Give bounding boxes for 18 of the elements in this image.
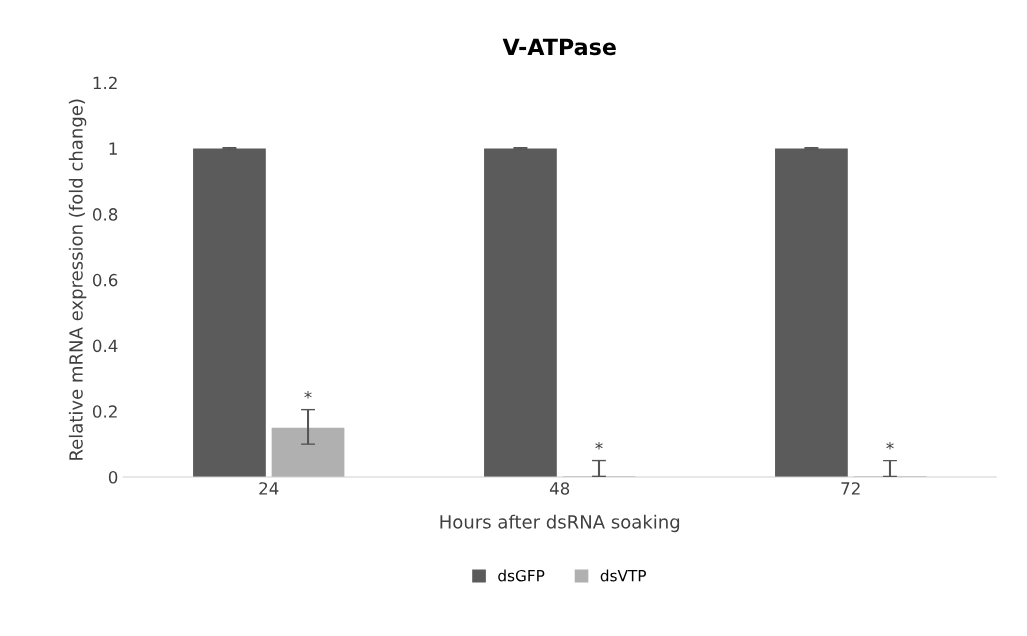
x-tick-label: 72 (841, 482, 860, 495)
chart-title: V-ATPase (502, 38, 616, 56)
annotation: * (304, 391, 312, 399)
annotation: * (595, 441, 603, 450)
y-tick-label: 0.2 (92, 405, 117, 418)
y-tick-label: 0.6 (92, 273, 118, 287)
annotation: * (886, 441, 894, 450)
x-axis-title: Hours after dsRNA soaking (440, 514, 680, 533)
x-tick-label: 48 (549, 482, 570, 495)
y-tick-label: 0.8 (92, 208, 118, 221)
legend-label: dsGFP (498, 569, 545, 582)
y-tick-label: 1 (109, 142, 117, 155)
y-axis-title: Relative mRNA expression (fold change) (68, 99, 87, 460)
legend-label: dsVTP (600, 569, 646, 582)
y-tick-label: 0.4 (92, 339, 118, 353)
y-tick-label: 0 (108, 470, 118, 484)
y-tick-label: 1.2 (93, 76, 117, 90)
x-tick-label: 24 (259, 482, 279, 495)
